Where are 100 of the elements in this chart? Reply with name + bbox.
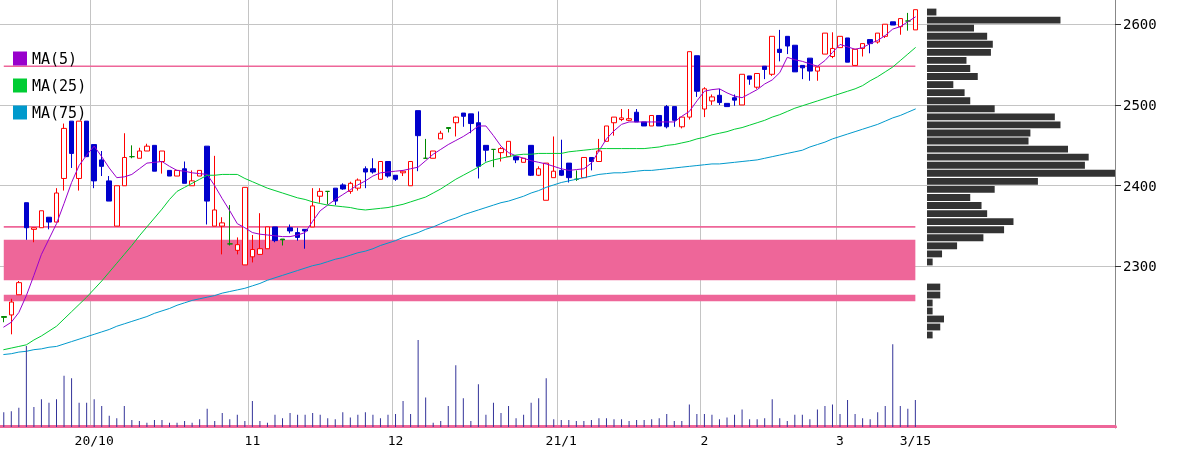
candlestick: [664, 104, 669, 129]
candlestick: [807, 57, 813, 82]
candlestick: [528, 144, 534, 177]
candlestick: [566, 162, 572, 184]
candlestick: [54, 187, 59, 223]
candlestick: [777, 29, 782, 62]
candlestick: [785, 35, 790, 55]
y-tick-label: 2300: [1123, 258, 1157, 275]
candlestick: [385, 161, 391, 179]
candlestick: [287, 224, 293, 234]
candlestick: [46, 216, 52, 230]
candlestick: [913, 9, 918, 31]
candlestick: [69, 120, 74, 169]
candlestick: [1, 316, 7, 323]
y-tick-label: 2400: [1123, 177, 1157, 194]
candlestick: [769, 35, 775, 77]
x-tick-label: 12: [387, 433, 404, 448]
candlestick: [363, 165, 368, 189]
candlestick: [709, 93, 715, 106]
candlestick: [800, 64, 805, 80]
candlestick: [114, 185, 120, 227]
candlestick: [76, 120, 82, 192]
x-tick-label: 20/10: [74, 433, 114, 448]
candlestick: [672, 106, 677, 128]
candlestick: [551, 135, 556, 179]
line-series: [3, 16, 916, 328]
candlestick: [280, 238, 285, 246]
candlestick: [9, 298, 14, 335]
candlestick: [754, 72, 760, 90]
candlestick: [423, 138, 428, 159]
candlestick: [302, 228, 308, 250]
candlestick: [596, 138, 602, 163]
candlestick: [483, 144, 489, 163]
candlestick: [438, 130, 443, 140]
candlestick: [446, 127, 451, 133]
candlestick: [498, 146, 504, 163]
candlestick: [325, 190, 330, 205]
candlestick: [99, 150, 104, 177]
candlestick: [219, 216, 225, 255]
candlestick: [543, 162, 549, 201]
candlestick: [845, 37, 850, 63]
candlestick: [491, 148, 496, 168]
candlestick: [762, 65, 767, 80]
candlestick: [702, 86, 707, 118]
candlestick: [747, 75, 752, 86]
x-tick-label: 3: [836, 433, 844, 448]
candlestick: [679, 116, 685, 129]
candlestick: [739, 73, 745, 106]
candlestick: [370, 157, 376, 175]
candlestick: [106, 175, 112, 202]
candlestick: [732, 93, 737, 107]
candlestick: [724, 102, 730, 108]
candlestick: [905, 12, 911, 32]
candlestick: [559, 139, 564, 177]
candlestick: [159, 150, 165, 175]
line-series: [3, 47, 916, 351]
candlestick: [822, 32, 828, 55]
candlestick: [626, 108, 632, 122]
candlestick: [257, 212, 263, 255]
candlestick: [619, 108, 624, 122]
candlestick: [694, 55, 700, 98]
candlestick: [167, 169, 172, 177]
x-tick-label: 2: [700, 433, 709, 448]
x-tick-label: 21/1: [545, 433, 577, 448]
candlestick: [227, 204, 233, 246]
candlestick: [717, 88, 722, 106]
candlestick: [476, 110, 481, 179]
candlestick: [852, 48, 858, 66]
candlestick: [792, 44, 798, 73]
legend-label: MA(25): [32, 76, 87, 95]
y-tick-label: 2500: [1123, 96, 1157, 113]
candlestick: [317, 187, 323, 204]
legend-label: MA(75): [32, 103, 87, 122]
candlestick: [24, 202, 29, 241]
candlestick: [182, 161, 187, 184]
candlestick: [461, 112, 466, 128]
line-series: [3, 108, 916, 356]
candlestick: [687, 51, 692, 121]
candlestick: [152, 144, 157, 172]
candlestick: [611, 116, 617, 137]
candlestick: [84, 120, 89, 158]
candlestick: [212, 155, 217, 227]
legend-label: MA(5): [32, 49, 78, 68]
candlestick: [235, 236, 240, 255]
candlestick: [91, 144, 97, 189]
candlestick: [204, 145, 210, 225]
candlestick: [453, 115, 459, 137]
candlestick: [393, 174, 398, 182]
candlestick: [61, 123, 67, 192]
candlestick: [340, 182, 346, 191]
candlestick: [122, 132, 127, 187]
candlestick: [265, 226, 270, 250]
candlestick: [408, 161, 413, 187]
candlestick: [39, 210, 44, 229]
x-tick-label: 11: [244, 433, 261, 448]
candlestick: [16, 280, 22, 296]
candlestick: [144, 143, 150, 152]
candlestick: [250, 234, 255, 263]
candlestick: [415, 110, 421, 172]
candlestick: [129, 144, 135, 159]
